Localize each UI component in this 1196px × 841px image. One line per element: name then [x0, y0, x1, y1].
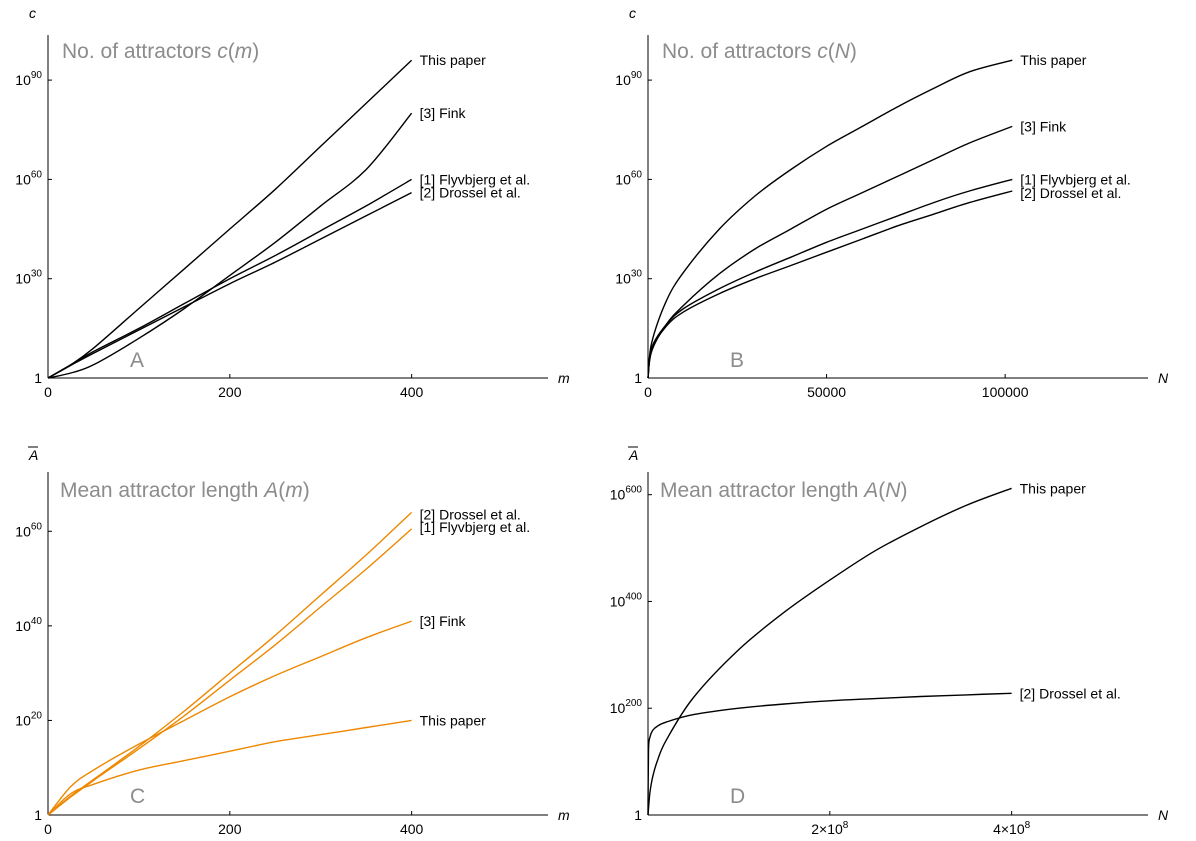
panel-a: c m 0 200 400 1 1030 1060 1090 No. of attractors … [15, 5, 570, 400]
x-axis-label: m [558, 370, 570, 386]
series-line [47, 620, 412, 816]
x-tick-label: 200 [218, 821, 242, 837]
series-line [647, 178, 1013, 379]
panel-c: Am 0 200 400 1 1020 1040 1060 Mean attractor len… [15, 446, 570, 837]
x-axis-label: N [1158, 370, 1169, 386]
y-axis-label: c [29, 5, 36, 21]
series-label: [1] Flyvbjerg et al. [420, 519, 531, 535]
y-tick-label: 1060 [15, 521, 42, 539]
series-line [647, 125, 1013, 379]
y-tick-label: 1 [634, 370, 642, 386]
series-label: This paper [420, 52, 486, 68]
series-label: [3] Fink [1020, 118, 1067, 134]
y-tick-label: 1060 [615, 169, 642, 187]
panel-letter: C [130, 785, 145, 808]
series-line [647, 59, 1013, 379]
x-tick-label: 0 [644, 384, 652, 400]
y-tick-label: 10200 [610, 698, 643, 716]
y-tick-label: 1090 [615, 70, 642, 88]
y-tick-label: 1040 [15, 616, 42, 634]
x-axis-label: m [558, 807, 570, 823]
x-tick-label: 200 [218, 384, 242, 400]
x-axis-label: N [1158, 807, 1169, 823]
series-label: This paper [1020, 480, 1086, 496]
panel-b: c N 0 50000 100000 1 1030 1060 1090 No. of attrac… [615, 5, 1169, 400]
series-label: [2] Drossel et al. [420, 185, 521, 201]
series-label: This paper [420, 712, 486, 728]
panel-letter: D [730, 785, 745, 808]
series-line [47, 528, 413, 816]
x-tick-label: 400 [400, 821, 424, 837]
x-tick-label: 400 [400, 384, 424, 400]
series-label: [1] Flyvbjerg et al. [1020, 171, 1130, 187]
chart-title: No. of attractors c(m) [62, 40, 259, 63]
x-tick-label: 50000 [807, 384, 846, 400]
series-line [47, 719, 412, 816]
y-axis-label: c [629, 5, 636, 21]
series-line [47, 112, 413, 379]
y-axis-label: A [628, 447, 638, 463]
series-line [647, 487, 1012, 816]
y-tick-label: 10600 [610, 485, 643, 503]
series-line [47, 511, 413, 816]
y-tick-label: 10400 [610, 591, 643, 609]
y-tick-label: 1060 [15, 169, 42, 187]
panel-letter: A [130, 349, 144, 372]
series-line [647, 190, 1013, 379]
series-line [47, 178, 412, 379]
y-tick-label: 1020 [15, 710, 42, 728]
x-tick-label: 100000 [982, 384, 1029, 400]
x-tick-label: 0 [44, 384, 52, 400]
y-tick-label: 1 [34, 370, 42, 386]
y-tick-label: 1090 [15, 70, 42, 88]
chart-title: No. of attractors c(N) [662, 40, 857, 63]
series-label: [2] Drossel et al. [1020, 685, 1121, 701]
x-tick-label: 0 [44, 821, 52, 837]
series-line [647, 692, 1012, 816]
y-tick-label: 1 [634, 807, 642, 823]
y-tick-label: 1030 [615, 269, 642, 287]
x-tick-label: 4×108 [993, 820, 1031, 837]
series-label: [1] Flyvbjerg et al. [420, 171, 531, 187]
series-line [47, 59, 413, 379]
panel-d: A N 2×108 4×108 1 10200 10400 10600 Mean attract… [610, 446, 1169, 837]
series-label: [2] Drossel et al. [420, 506, 521, 522]
series-label: [2] Drossel et al. [1020, 185, 1121, 201]
chart-title: Mean attractor length A(m) [60, 479, 310, 502]
series-line [47, 191, 412, 379]
panel-letter: B [730, 349, 744, 372]
y-tick-label: 1030 [15, 269, 42, 287]
series-label: [3] Fink [420, 613, 467, 629]
series-label: This paper [1020, 52, 1086, 68]
series-label: [3] Fink [420, 105, 467, 121]
chart-title: Mean attractor length A(N) [660, 479, 907, 502]
x-tick-label: 2×108 [811, 820, 849, 837]
y-axis-label: A [28, 447, 38, 463]
y-tick-label: 1 [34, 807, 42, 823]
